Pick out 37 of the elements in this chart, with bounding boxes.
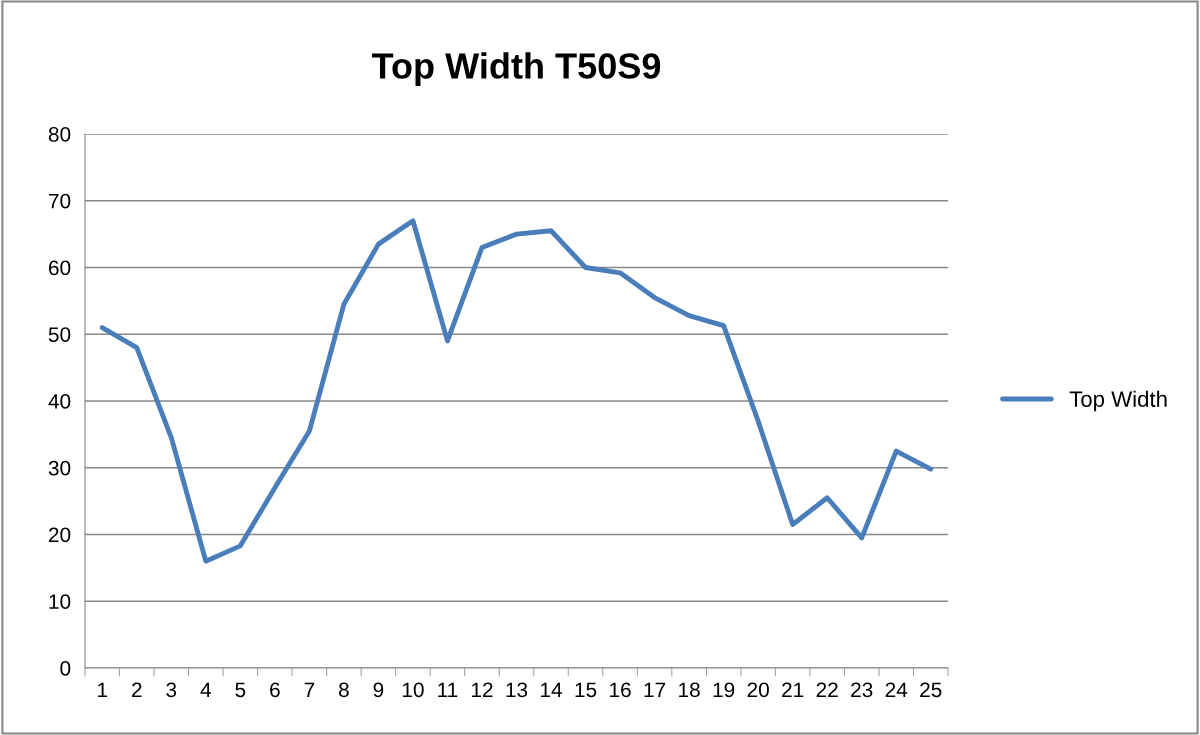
x-tick-label: 5 bbox=[235, 682, 246, 698]
x-tick-label: 16 bbox=[610, 682, 631, 698]
x-tick-label: 10 bbox=[402, 682, 424, 698]
y-tick-label: 50 bbox=[48, 327, 71, 342]
x-tick-label: 19 bbox=[713, 682, 735, 698]
x-tick-label: 4 bbox=[200, 682, 211, 697]
x-tick-label: 17 bbox=[644, 682, 666, 697]
y-tick-label: 60 bbox=[49, 260, 71, 276]
y-tick-label: 0 bbox=[60, 661, 71, 676]
legend-label: Top Width bbox=[1069, 390, 1167, 412]
x-tick-label: 14 bbox=[541, 682, 562, 697]
y-tick-label: 20 bbox=[48, 527, 71, 543]
x-tick-label: 12 bbox=[471, 682, 493, 697]
x-tick-label: 9 bbox=[373, 682, 384, 698]
x-tick-label: 24 bbox=[885, 682, 908, 697]
x-tick-label: 11 bbox=[438, 682, 458, 697]
x-tick-label: 20 bbox=[747, 682, 769, 698]
x-tick-label: 21 bbox=[782, 682, 804, 697]
y-tick-label: 70 bbox=[49, 193, 71, 209]
y-tick-label: 30 bbox=[48, 460, 71, 476]
x-tick-label: 3 bbox=[166, 682, 177, 698]
x-tick-label: 8 bbox=[339, 682, 349, 698]
line-series bbox=[99, 218, 934, 564]
x-tick-label: 25 bbox=[920, 682, 942, 698]
x-tick-label: 22 bbox=[816, 682, 838, 697]
x-tick-label: 2 bbox=[132, 682, 142, 697]
x-tick-label: 13 bbox=[506, 682, 528, 698]
x-tick-label: 1 bbox=[98, 682, 108, 697]
x-tick-label: 7 bbox=[304, 682, 315, 697]
y-tick-label: 10 bbox=[49, 594, 71, 609]
chart-title: Top Width T50S9 bbox=[371, 52, 661, 86]
x-tick-label: 23 bbox=[851, 682, 873, 698]
y-tick-label: 80 bbox=[48, 127, 71, 142]
x-tick-label: 18 bbox=[679, 682, 700, 698]
y-tick-label: 40 bbox=[48, 394, 71, 409]
x-tick-label: 6 bbox=[270, 682, 280, 698]
x-tick-label: 15 bbox=[575, 682, 597, 698]
